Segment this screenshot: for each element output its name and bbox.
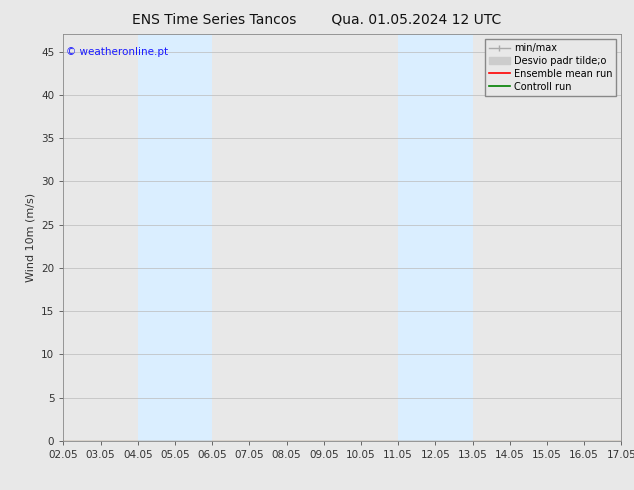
Legend: min/max, Desvio padr tilde;o, Ensemble mean run, Controll run: min/max, Desvio padr tilde;o, Ensemble m…: [485, 39, 616, 96]
Y-axis label: Wind 10m (m/s): Wind 10m (m/s): [25, 193, 36, 282]
Bar: [138, 34, 212, 441]
Text: © weatheronline.pt: © weatheronline.pt: [66, 47, 168, 56]
Text: ENS Time Series Tancos        Qua. 01.05.2024 12 UTC: ENS Time Series Tancos Qua. 01.05.2024 1…: [133, 12, 501, 26]
Bar: [398, 34, 472, 441]
